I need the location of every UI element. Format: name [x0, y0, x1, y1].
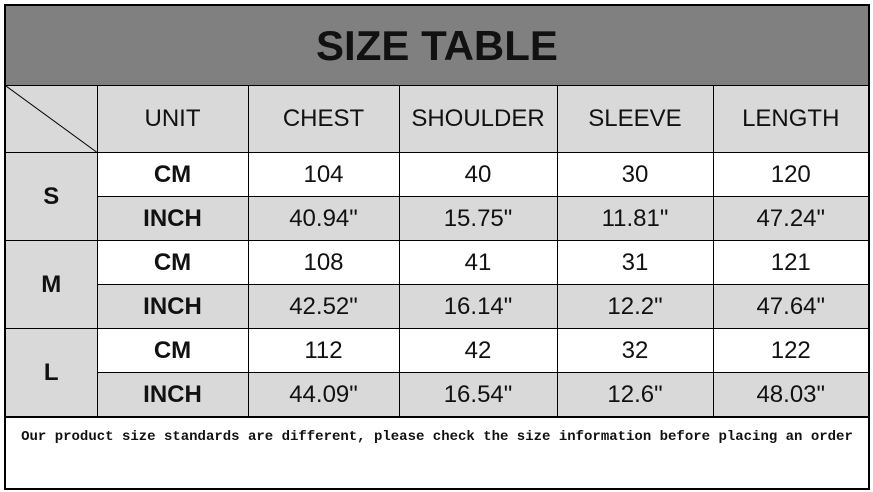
measurement-cell: 42 — [398, 328, 558, 373]
measurement-cell: 41 — [398, 240, 558, 285]
header-shoulder: SHOULDER — [398, 86, 558, 153]
size-note: Our product size standards are different… — [6, 417, 868, 487]
measurement-cell: 15.75" — [398, 196, 558, 241]
size-label: S — [6, 152, 98, 241]
measurement-cell: 12.2" — [556, 284, 714, 329]
measurement-cell: 120 — [712, 152, 868, 197]
measurement-cell: 121 — [712, 240, 868, 285]
table-row-m-cm: M CM 108 41 31 121 — [6, 240, 868, 329]
unit-cell: CM — [96, 328, 249, 373]
unit-cell: CM — [96, 240, 249, 285]
header-row: UNIT CHEST SHOULDER SLEEVE LENGTH — [6, 86, 868, 153]
unit-cell: INCH — [97, 284, 249, 329]
measurement-cell: 44.09" — [247, 372, 400, 417]
header-sleeve: SLEEVE — [556, 86, 714, 153]
measurement-cell: 16.54" — [398, 372, 558, 417]
header-unit: UNIT — [96, 86, 249, 153]
header-chest: CHEST — [247, 86, 400, 153]
measurement-cell: 16.14" — [398, 284, 558, 329]
header-length: LENGTH — [712, 86, 868, 153]
measurement-cell: 42.52" — [247, 284, 400, 329]
measurement-cell: 31 — [556, 240, 714, 285]
measurement-cell: 48.03" — [712, 372, 868, 417]
size-label: L — [6, 328, 98, 417]
measurement-cell: 47.24" — [712, 196, 868, 241]
table-row-l-inch: INCH 44.09" 16.54" 12.6" 48.03" — [6, 372, 868, 417]
measurement-cell: 112 — [247, 328, 400, 373]
measurement-cell: 47.64" — [712, 284, 868, 329]
measurement-cell: 11.81" — [556, 196, 714, 241]
measurement-cell: 122 — [712, 328, 868, 373]
size-table: SIZE TABLE UNIT CHEST SHOULDER SLEEVE LE… — [4, 4, 870, 490]
measurement-cell: 32 — [556, 328, 714, 373]
unit-cell: INCH — [97, 372, 249, 417]
size-label: M — [6, 240, 98, 329]
table-row-s-inch: INCH 40.94" 15.75" 11.81" 47.24" — [6, 196, 868, 241]
table-title: SIZE TABLE — [6, 6, 868, 86]
size-grid: UNIT CHEST SHOULDER SLEEVE LENGTH S CM 104… — [6, 86, 868, 417]
table-row-s-cm: S CM 104 40 30 120 — [6, 152, 868, 241]
measurement-cell: 40 — [398, 152, 558, 197]
table-row-l-cm: L CM 112 42 32 122 — [6, 328, 868, 417]
measurement-cell: 104 — [247, 152, 400, 197]
measurement-cell: 40.94" — [247, 196, 400, 241]
diagonal-corner-cell — [6, 86, 98, 153]
measurement-cell: 108 — [247, 240, 400, 285]
unit-cell: INCH — [97, 196, 249, 241]
measurement-cell: 12.6" — [556, 372, 714, 417]
unit-cell: CM — [96, 152, 249, 197]
measurement-cell: 30 — [556, 152, 714, 197]
table-row-m-inch: INCH 42.52" 16.14" 12.2" 47.64" — [6, 284, 868, 329]
